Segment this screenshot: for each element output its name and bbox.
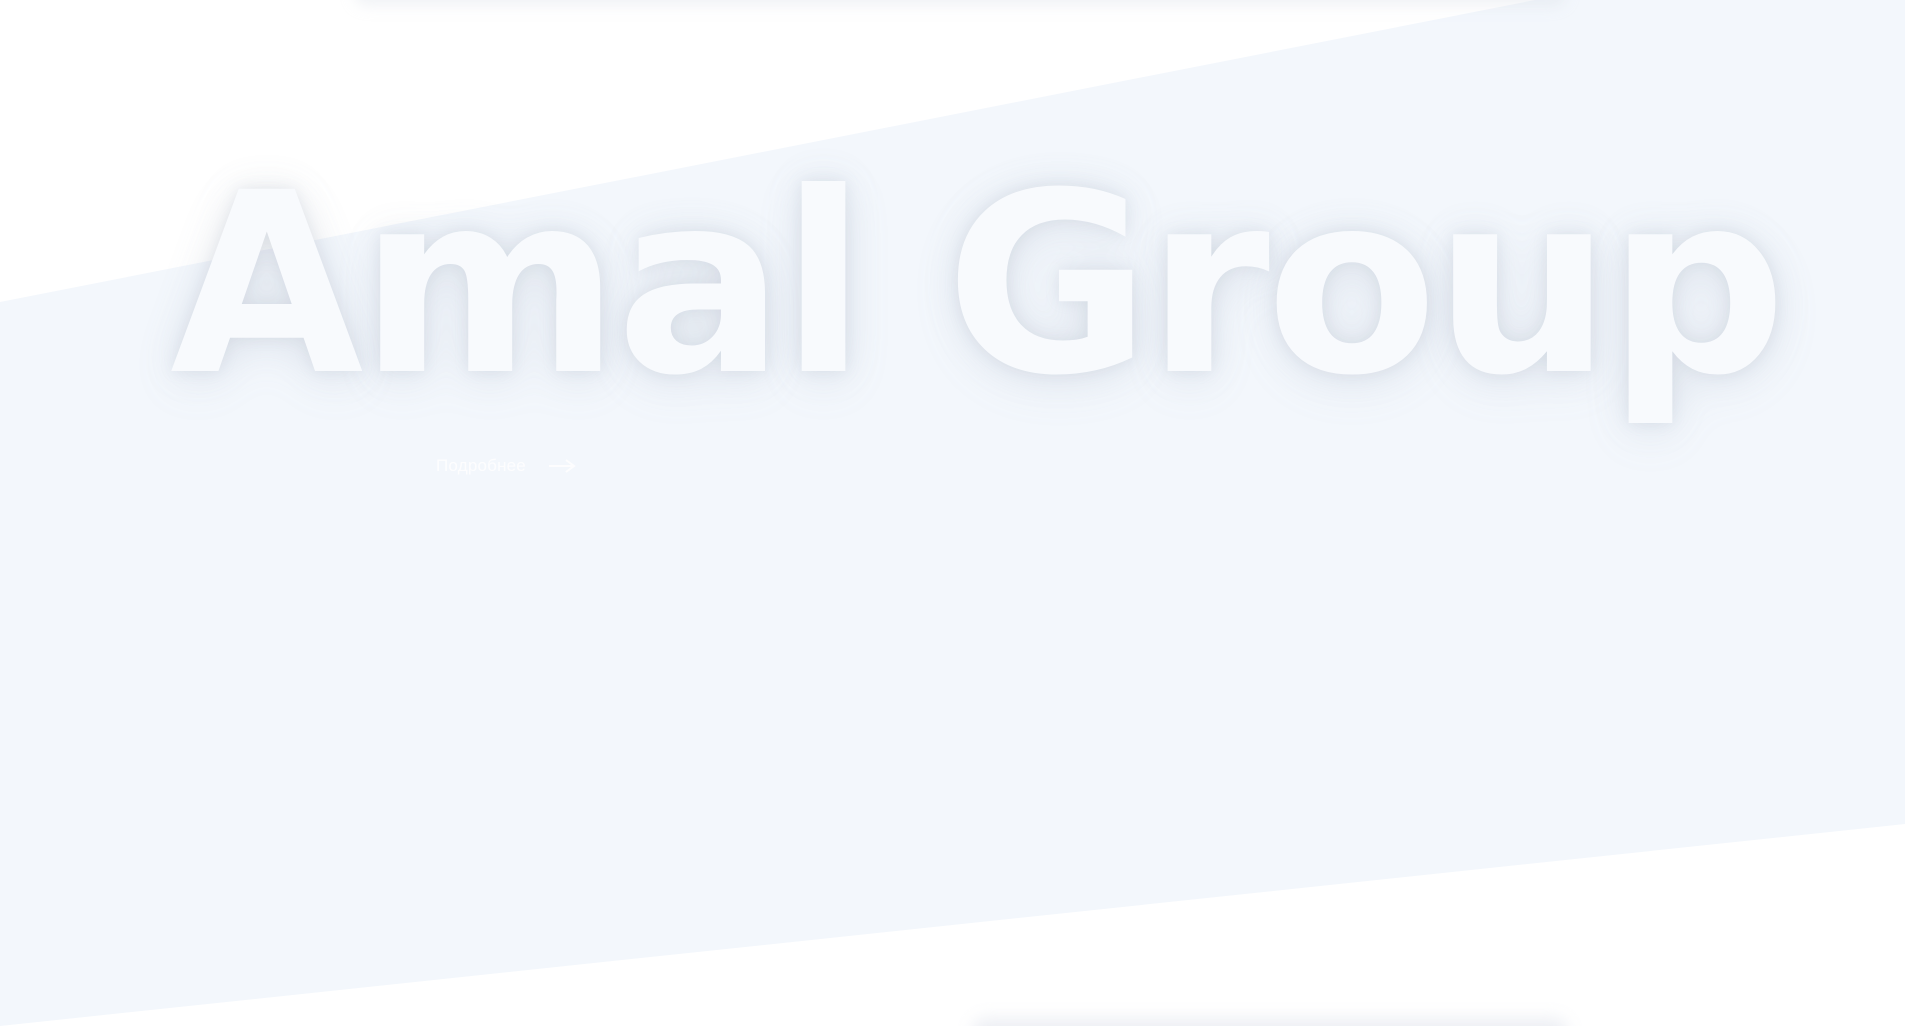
arrow-right-icon <box>548 459 576 473</box>
more-link[interactable]: Подробнее <box>436 456 576 476</box>
more-link-label: Подробнее <box>436 456 526 475</box>
hero-title: Amal Group <box>170 139 1787 430</box>
